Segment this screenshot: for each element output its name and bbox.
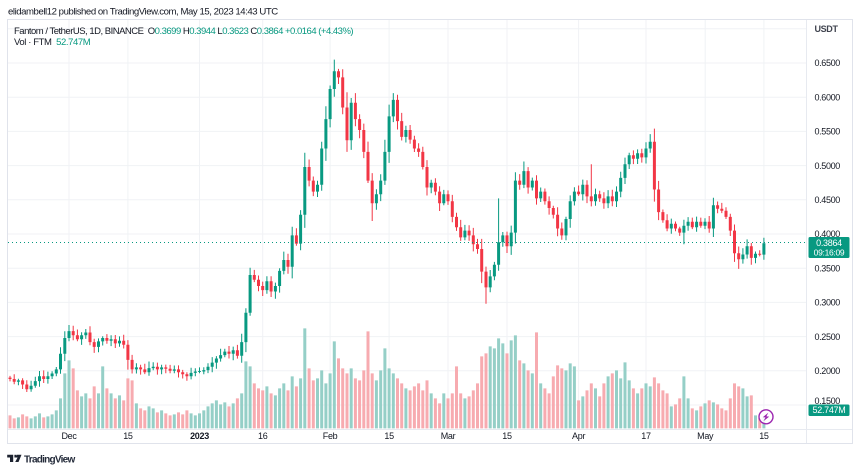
- svg-text:17: 17: [641, 431, 651, 441]
- svg-text:16: 16: [258, 431, 268, 441]
- svg-text:Dec: Dec: [61, 431, 77, 441]
- svg-text:15: 15: [759, 431, 769, 441]
- svg-text:0.2000: 0.2000: [815, 366, 841, 376]
- svg-text:Feb: Feb: [323, 431, 338, 441]
- svg-text:Apr: Apr: [572, 431, 585, 441]
- svg-text:15: 15: [123, 431, 133, 441]
- svg-text:0.5000: 0.5000: [815, 161, 841, 171]
- svg-text:USDT: USDT: [815, 24, 839, 34]
- svg-text:0.3500: 0.3500: [815, 263, 841, 273]
- svg-text:0.3000: 0.3000: [815, 298, 841, 308]
- svg-text:0.3864: 0.3864: [816, 238, 842, 248]
- svg-text:Vol · FTM 52.747M: Vol · FTM 52.747M: [14, 37, 91, 48]
- svg-text:Fantom / TetherUS, 1D, BINANCE: Fantom / TetherUS, 1D, BINANCE O0.3699 H…: [14, 26, 353, 37]
- svg-text:0.6500: 0.6500: [815, 58, 841, 68]
- svg-text:0.6000: 0.6000: [815, 92, 841, 102]
- svg-text:15: 15: [384, 431, 394, 441]
- svg-text:May: May: [697, 431, 714, 441]
- svg-text:TradingView: TradingView: [24, 454, 75, 465]
- svg-text:2023: 2023: [190, 431, 209, 441]
- svg-text:52.747M: 52.747M: [813, 405, 846, 415]
- svg-text:0.1500: 0.1500: [815, 396, 841, 406]
- svg-text:0.5500: 0.5500: [815, 127, 841, 137]
- svg-text:09:16:09: 09:16:09: [814, 248, 845, 258]
- svg-text:0.4500: 0.4500: [815, 195, 841, 205]
- svg-text:elidambell12 published on Trad: elidambell12 published on TradingView.co…: [8, 7, 278, 18]
- svg-text:0.2500: 0.2500: [815, 332, 841, 342]
- svg-text:0.4000: 0.4000: [815, 229, 841, 239]
- svg-text:Mar: Mar: [441, 431, 456, 441]
- svg-text:15: 15: [502, 431, 512, 441]
